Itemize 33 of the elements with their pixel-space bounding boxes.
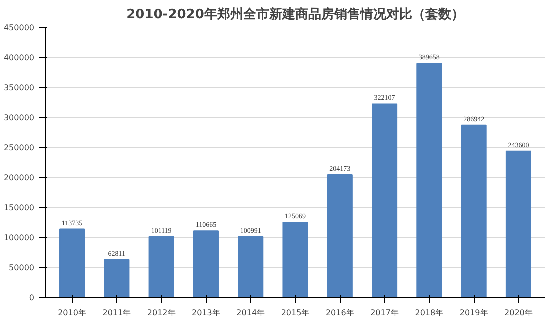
y-tick-label: 250000	[4, 144, 35, 152]
x-tick-label: 2013年	[192, 308, 220, 318]
x-tick-label: 2011年	[102, 308, 132, 318]
x-tick-label: 2018年	[415, 308, 444, 318]
chart-title: 2010-2020年郑州全市新建商品房销售情况对比（套数）	[126, 6, 464, 22]
y-tick-label: 200000	[4, 174, 35, 182]
y-tick-label: 150000	[4, 204, 35, 212]
bar	[506, 150, 532, 298]
bar	[148, 236, 174, 298]
bar	[238, 236, 264, 298]
x-tick-label: 2020年	[504, 308, 533, 318]
bar	[282, 222, 308, 298]
y-tick-label: 400000	[4, 54, 35, 62]
y-tick-label: 100000	[4, 234, 35, 242]
bar	[104, 259, 130, 298]
bar	[416, 63, 442, 298]
x-tick-label: 2010年	[58, 308, 86, 318]
y-tick-label: 350000	[4, 84, 35, 92]
y-tick-label: 50000	[9, 264, 35, 272]
bar	[327, 174, 353, 298]
y-tick-label: 300000	[4, 114, 35, 122]
x-tick-label: 2014年	[236, 308, 266, 318]
x-tick-label: 2015年	[281, 308, 310, 318]
y-tick-label: 450000	[4, 24, 35, 32]
bar	[193, 230, 219, 298]
x-tick-label: 2019年	[460, 308, 488, 318]
bar	[60, 228, 86, 298]
x-tick-label: 2012年	[147, 308, 176, 318]
y-tick-label: 0	[29, 294, 35, 302]
x-tick-label: 2016年	[326, 308, 354, 318]
bar	[372, 104, 398, 298]
x-tick-label: 2017年	[370, 308, 399, 318]
bar	[461, 124, 487, 298]
